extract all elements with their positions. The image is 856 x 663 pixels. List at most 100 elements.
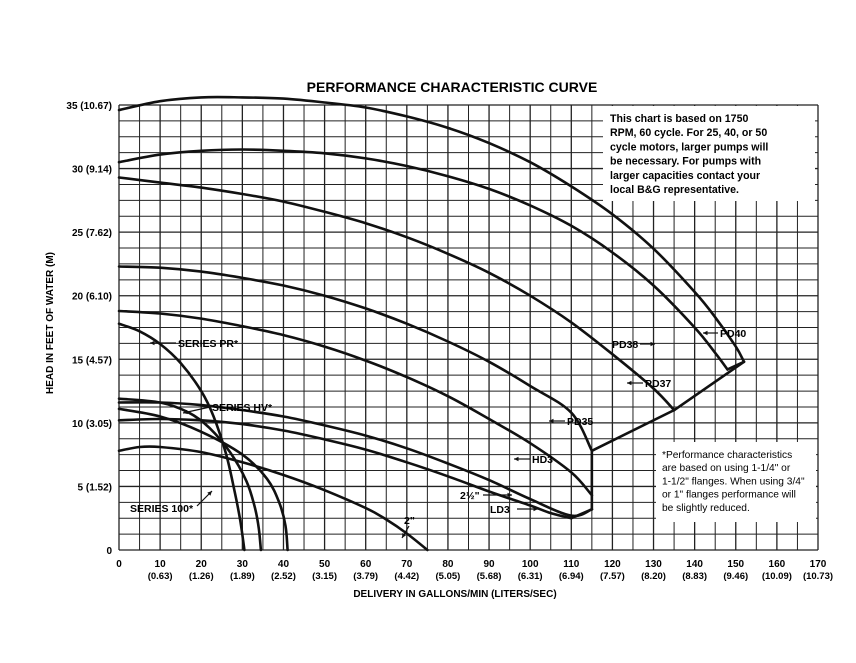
note-top-box bbox=[603, 106, 815, 201]
x-tick-sublabel: (10.09) bbox=[762, 571, 792, 582]
y-tick-label: 0 bbox=[106, 546, 112, 557]
x-tick-sublabel: (4.42) bbox=[394, 571, 419, 582]
series-label: PD35 bbox=[567, 416, 593, 428]
y-tick-label: 35 (10.67) bbox=[66, 101, 112, 112]
x-tick-label: 50 bbox=[319, 559, 331, 570]
leader-arrowhead bbox=[650, 341, 655, 347]
x-tick-label: 130 bbox=[645, 559, 662, 570]
curve-connectors bbox=[569, 360, 746, 520]
chart-title: PERFORMANCE CHARACTERISTIC CURVE bbox=[307, 79, 598, 95]
x-tick-label: 30 bbox=[237, 559, 249, 570]
leader-arrowhead bbox=[183, 409, 188, 415]
x-tick-sublabel: (0.63) bbox=[148, 571, 173, 582]
y-axis-ticks: 0 5 (1.52) 10 (3.05) 15 (4.57) 20 (6.10) 25 (… bbox=[66, 101, 112, 557]
x-tick-sublabel: (8.83) bbox=[682, 571, 707, 582]
x-tick-label: 10 bbox=[155, 559, 167, 570]
leader-arrowhead bbox=[533, 506, 538, 512]
x-tick-label: 90 bbox=[483, 559, 495, 570]
series-label: HD3 bbox=[532, 454, 553, 466]
note-bottom-line: be slightly reduced. bbox=[662, 503, 750, 514]
note-top-line: be necessary. For pumps with bbox=[610, 156, 761, 168]
leader-arrowhead bbox=[549, 418, 554, 424]
series-labels: PD40 PD38 PD37 PD35 HD3 2½" LD3 2" SERIES PR* SER… bbox=[130, 328, 746, 539]
series-label: 2" bbox=[404, 515, 415, 527]
y-axis-title: HEAD IN FEET OF WATER (M) bbox=[45, 252, 56, 394]
note-top-line: local B&G representative. bbox=[610, 184, 739, 196]
x-tick-label: 140 bbox=[686, 559, 703, 570]
leader-arrowhead bbox=[514, 456, 519, 462]
note-bottom-line: or 1" flanges performance will bbox=[662, 490, 796, 501]
curve-line bbox=[117, 397, 263, 552]
x-tick-sublabel: (5.05) bbox=[436, 571, 461, 582]
x-tick-label: 0 bbox=[116, 559, 122, 570]
x-tick-sublabel: (6.31) bbox=[518, 571, 543, 582]
note-top-line: This chart is based on 1750 bbox=[610, 113, 748, 125]
x-tick-label: 70 bbox=[401, 559, 413, 570]
series-label: PD38 bbox=[612, 339, 638, 351]
y-tick-label: 20 (6.10) bbox=[72, 292, 112, 303]
x-tick-sublabel: (1.26) bbox=[189, 571, 214, 582]
chart-notes: This chart is based on 1750 RPM, 60 cycle… bbox=[603, 106, 816, 522]
x-tick-sublabel: (5.68) bbox=[477, 571, 502, 582]
leader-arrowhead bbox=[402, 533, 407, 538]
series-label: PD40 bbox=[720, 328, 746, 340]
curve-line bbox=[117, 309, 594, 497]
series-label: SERIES PR* bbox=[178, 338, 239, 350]
curve-line bbox=[117, 322, 246, 552]
leader-arrowhead bbox=[507, 492, 512, 498]
note-bottom-line: are based on using 1-1/4" or bbox=[662, 463, 791, 474]
x-tick-label: 170 bbox=[810, 559, 827, 570]
curve-line bbox=[117, 401, 594, 518]
curve-line bbox=[117, 445, 429, 552]
x-tick-sublabel: (2.52) bbox=[271, 571, 296, 582]
series-label: PD37 bbox=[645, 378, 671, 390]
connector-line bbox=[569, 508, 594, 520]
series-label: 2½" bbox=[460, 490, 480, 502]
note-top-line: cycle motors, larger pumps will bbox=[610, 141, 768, 153]
x-tick-sublabel: (3.79) bbox=[353, 571, 378, 582]
curve-line bbox=[117, 95, 746, 364]
curve-line bbox=[117, 265, 594, 453]
y-tick-label: 10 (3.05) bbox=[72, 419, 112, 430]
x-tick-label: 110 bbox=[563, 559, 580, 570]
x-tick-sublabel: (6.94) bbox=[559, 571, 584, 582]
leader-arrowhead bbox=[627, 380, 632, 386]
series-label: SERIES 100* bbox=[130, 503, 194, 515]
note-bottom-box bbox=[656, 442, 816, 522]
curve-line bbox=[117, 148, 729, 371]
pump-curves bbox=[117, 95, 746, 552]
y-tick-label: 15 (4.57) bbox=[72, 355, 112, 366]
leader-arrowhead bbox=[207, 491, 212, 496]
series-label: LD3 bbox=[490, 504, 510, 516]
curve-line bbox=[117, 407, 289, 552]
x-tick-label: 20 bbox=[196, 559, 208, 570]
x-axis-title: DELIVERY IN GALLONS/MIN (LITERS/SEC) bbox=[353, 589, 556, 600]
x-tick-label: 160 bbox=[769, 559, 786, 570]
x-tick-sublabel: (3.15) bbox=[312, 571, 337, 582]
note-bottom-line: 1-1/2" flanges. When using 3/4" bbox=[662, 476, 805, 487]
y-tick-label: 5 (1.52) bbox=[78, 482, 112, 493]
leader-arrowhead bbox=[703, 330, 708, 336]
curve-line bbox=[117, 176, 676, 412]
x-tick-sublabel: (8.20) bbox=[641, 571, 666, 582]
note-top-line: RPM, 60 cycle. For 25, 40, or 50 bbox=[610, 127, 767, 139]
series-label: SERIES HV* bbox=[212, 402, 273, 414]
x-tick-label: 150 bbox=[727, 559, 744, 570]
leader-line bbox=[182, 406, 211, 414]
connector-line bbox=[590, 408, 676, 453]
x-tick-label: 100 bbox=[522, 559, 539, 570]
note-top-line: larger capacities contact your bbox=[610, 170, 760, 182]
x-tick-label: 40 bbox=[278, 559, 290, 570]
x-tick-sublabel: (10.73) bbox=[803, 571, 833, 582]
x-tick-label: 120 bbox=[604, 559, 621, 570]
x-tick-sublabel: (1.89) bbox=[230, 571, 255, 582]
x-tick-sublabel: (9.46) bbox=[723, 571, 748, 582]
x-tick-label: 80 bbox=[442, 559, 454, 570]
connector-line bbox=[672, 360, 746, 412]
leader-arrowhead bbox=[150, 340, 155, 346]
x-tick-sublabel: (7.57) bbox=[600, 571, 625, 582]
x-axis-ticks: 0 10(0.63) 20(1.26) 30(1.89) 40(2.52) 50(3.15… bbox=[116, 559, 833, 582]
y-tick-label: 30 (9.14) bbox=[72, 165, 112, 176]
y-tick-label: 25 (7.62) bbox=[72, 228, 112, 239]
